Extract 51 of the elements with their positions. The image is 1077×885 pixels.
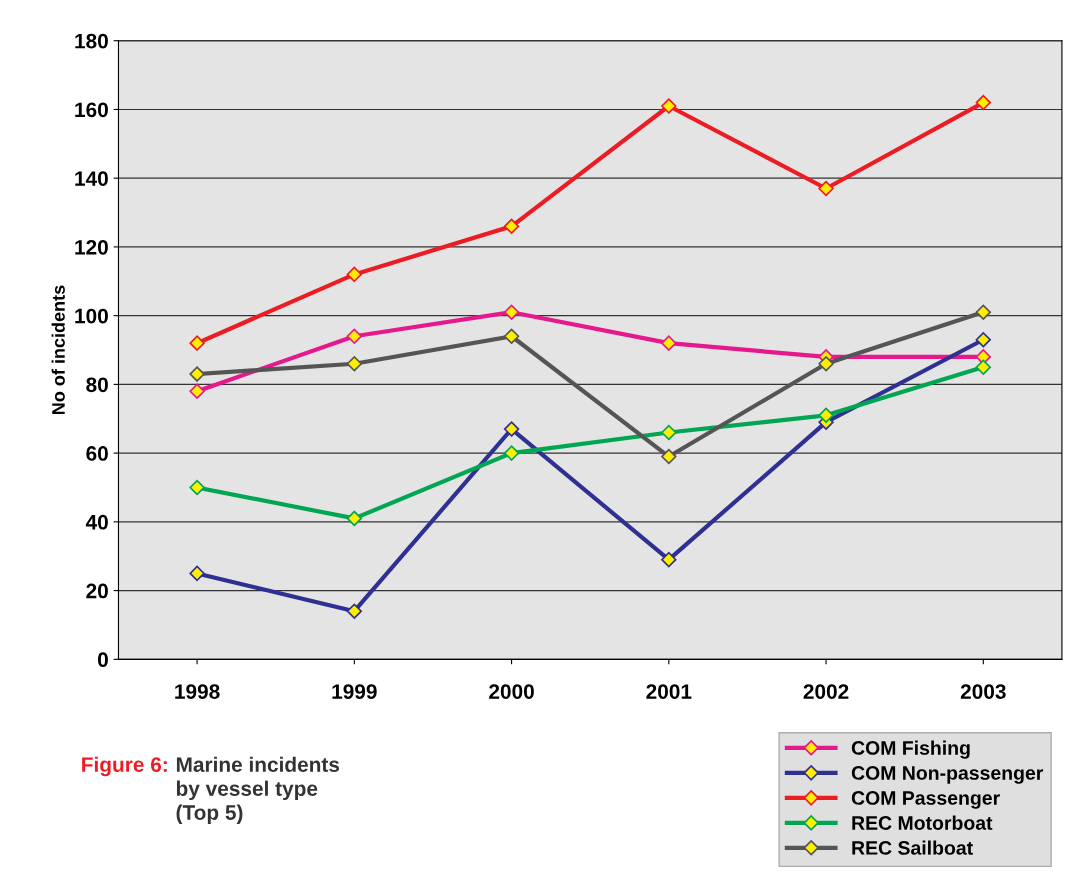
y-tick-label: 60 bbox=[86, 446, 108, 461]
legend-label: COM Fishing bbox=[851, 740, 970, 759]
point bbox=[503, 218, 520, 235]
point bbox=[975, 331, 992, 348]
point bbox=[346, 266, 363, 283]
point bbox=[189, 479, 205, 496]
point bbox=[346, 510, 363, 527]
point bbox=[818, 180, 834, 197]
x-tick-label: 2000 bbox=[489, 684, 534, 699]
x-tick-label: 1999 bbox=[332, 684, 377, 699]
point bbox=[189, 383, 205, 399]
point bbox=[661, 551, 677, 568]
point bbox=[818, 407, 834, 424]
point bbox=[661, 335, 677, 351]
point bbox=[661, 424, 677, 441]
legend-label: COM Non-passenger bbox=[851, 766, 1044, 784]
y-tick-label: 160 bbox=[75, 102, 108, 118]
legend-label: REC Motorboat bbox=[852, 815, 993, 830]
point bbox=[189, 335, 205, 351]
point bbox=[346, 603, 363, 619]
x-tick-label: 2002 bbox=[803, 684, 849, 699]
y-axis-title: No of incidents bbox=[51, 285, 65, 414]
point bbox=[818, 356, 834, 372]
y-tick-label: 80 bbox=[86, 377, 108, 393]
x-tick-label: 2001 bbox=[646, 684, 692, 699]
x-tick-label: 2003 bbox=[960, 684, 1006, 699]
x-tick-label: 1998 bbox=[175, 684, 220, 699]
y-tick-label: 120 bbox=[75, 239, 108, 255]
y-tick-label: 180 bbox=[75, 33, 108, 49]
point bbox=[503, 304, 520, 320]
point bbox=[346, 356, 363, 372]
point bbox=[503, 445, 520, 461]
point bbox=[189, 366, 205, 382]
y-tick-label: 0 bbox=[97, 652, 108, 668]
point bbox=[346, 328, 363, 344]
y-tick-label: 100 bbox=[75, 308, 108, 324]
point bbox=[661, 98, 677, 114]
point bbox=[975, 94, 992, 111]
point bbox=[975, 359, 992, 375]
text: Marine incidents by vessel type (Top 5) bbox=[176, 756, 340, 824]
point bbox=[503, 421, 520, 437]
legend-label: COM Passenger bbox=[851, 791, 1000, 809]
text: Figure 6: bbox=[82, 756, 167, 777]
y-tick-label: 140 bbox=[75, 171, 108, 186]
legend-label: REC Sailboat bbox=[852, 840, 973, 855]
point bbox=[661, 448, 677, 465]
y-tick-label: 40 bbox=[85, 514, 108, 530]
y-tick-label: 20 bbox=[86, 583, 108, 599]
point bbox=[975, 304, 992, 320]
point bbox=[189, 565, 205, 582]
point bbox=[503, 328, 520, 344]
